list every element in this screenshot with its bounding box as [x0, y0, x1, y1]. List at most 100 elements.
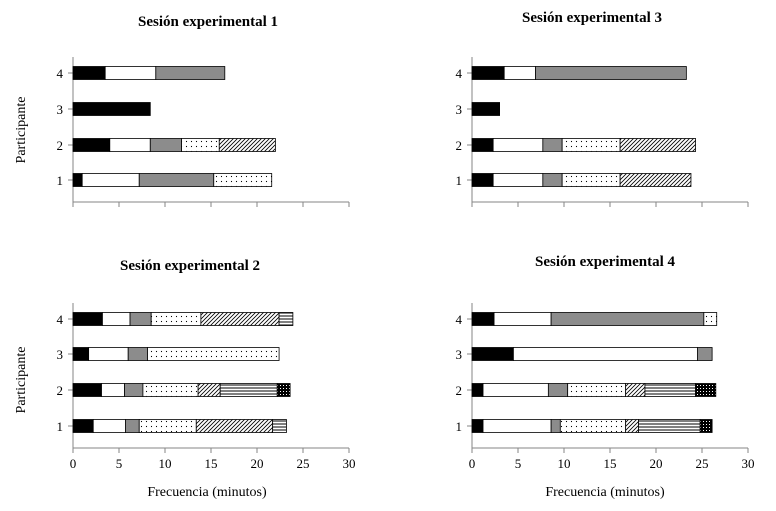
- bar-segment-diagonal-hatch: [197, 383, 221, 397]
- y-tick-label: 2: [57, 383, 64, 398]
- chart-title: Sesión experimental 1: [138, 14, 278, 30]
- y-tick-label: 1: [456, 173, 463, 188]
- bar-segment-diagonal-hatch: [200, 312, 280, 326]
- bar-segment-white: [492, 173, 544, 187]
- x-tick-label: 15: [604, 456, 617, 471]
- x-tick-label: 20: [650, 456, 663, 471]
- bar-segment-white: [109, 138, 151, 152]
- bar-segment-white: [503, 66, 536, 80]
- bar-segment-gray: [547, 383, 569, 397]
- bar-segment-horizontal-lines: [278, 312, 294, 326]
- bar-segment-solid-black: [72, 138, 111, 152]
- bar-segment-solid-black: [471, 102, 501, 116]
- bar-segment-dots: [561, 138, 621, 152]
- bar-segment-white: [101, 383, 125, 397]
- bar-segment-horizontal-lines: [219, 383, 278, 397]
- x-tick-label: 10: [159, 456, 172, 471]
- x-tick-label: 25: [696, 456, 709, 471]
- bar-segment-black-dots: [699, 419, 713, 433]
- bar-segment-gray: [697, 347, 713, 361]
- x-axis-label: Frecuencia (minutos): [545, 485, 665, 500]
- bar-segment-solid-black: [72, 419, 94, 433]
- chart-panel-session-4: Sesión experimental 4 Frecuencia (minuto…: [456, 254, 755, 500]
- bar-segment-white: [104, 66, 157, 80]
- x-tick-label: 30: [742, 456, 755, 471]
- x-axis-label: Frecuencia (minutos): [147, 485, 267, 500]
- bar-segment-gray: [550, 312, 705, 326]
- bar-segment-solid-black: [471, 383, 484, 397]
- bar-segment-diagonal-hatch: [619, 138, 696, 152]
- bar-segment-diagonal-hatch: [195, 419, 274, 433]
- bar-segment-white: [482, 419, 552, 433]
- bar-segment-gray: [138, 173, 215, 187]
- chart-panel-session-2: Sesión experimental 2 Participante Frecu…: [14, 258, 356, 500]
- bar-segment-solid-black: [471, 347, 514, 361]
- bar-segment-dots: [181, 138, 220, 152]
- x-tick-label: 25: [297, 456, 310, 471]
- y-tick-label: 1: [57, 419, 64, 434]
- y-tick-label: 3: [456, 102, 463, 117]
- y-tick-label: 3: [57, 102, 64, 117]
- y-tick-label: 1: [57, 173, 64, 188]
- y-tick-label: 2: [57, 138, 64, 153]
- bar-segment-gray: [155, 66, 226, 80]
- bar-segment-gray: [550, 419, 561, 433]
- bar-segment-dots: [703, 312, 718, 326]
- bar-segment-gray: [535, 66, 687, 80]
- bar-segment-dots: [142, 383, 199, 397]
- x-tick-label: 0: [469, 456, 476, 471]
- bar-segment-horizontal-lines: [638, 419, 701, 433]
- x-tick-label: 5: [515, 456, 522, 471]
- bar-segment-white: [102, 312, 131, 326]
- chart-title: Sesión experimental 4: [535, 254, 675, 270]
- bar-segment-white: [513, 347, 698, 361]
- bar-segment-diagonal-hatch: [625, 419, 639, 433]
- bar-segment-white: [493, 312, 552, 326]
- bar-segment-dots: [567, 383, 627, 397]
- y-tick-label: 1: [456, 419, 463, 434]
- y-tick-label: 4: [456, 312, 463, 327]
- x-tick-label: 10: [558, 456, 571, 471]
- bar-segment-solid-black: [72, 66, 106, 80]
- bar-segment-horizontal-lines: [644, 383, 696, 397]
- bar-segment-gray: [125, 419, 140, 433]
- bar-segment-solid-black: [72, 383, 102, 397]
- bar-segment-solid-black: [471, 312, 495, 326]
- bar-segment-black-dots: [695, 383, 717, 397]
- bar-segment-solid-black: [471, 419, 484, 433]
- y-axis-label: Participante: [14, 97, 29, 164]
- y-tick-label: 4: [456, 66, 463, 81]
- bar-segment-diagonal-hatch: [218, 138, 276, 152]
- x-tick-label: 15: [205, 456, 218, 471]
- bar-segment-gray: [149, 138, 182, 152]
- x-tick-label: 0: [70, 456, 77, 471]
- y-axis-label: Participante: [14, 347, 29, 414]
- x-tick-label: 5: [116, 456, 123, 471]
- bar-segment-dots: [150, 312, 202, 326]
- bar-segment-solid-black: [72, 173, 83, 187]
- bar-segment-dots: [147, 347, 280, 361]
- bar-segment-solid-black: [471, 66, 505, 80]
- y-tick-label: 3: [456, 347, 463, 362]
- bar-segment-gray: [129, 312, 152, 326]
- y-tick-label: 4: [57, 66, 64, 81]
- bar-segment-dots: [138, 419, 197, 433]
- bar-segment-solid-black: [471, 138, 494, 152]
- bar-segment-horizontal-lines: [272, 419, 287, 433]
- bar-segment-white: [92, 419, 126, 433]
- bar-segment-solid-black: [72, 102, 151, 116]
- y-tick-label: 4: [57, 312, 64, 327]
- chart-panel-session-3: Sesión experimental 3 1 2 3 4: [456, 10, 749, 207]
- bar-segment-white: [492, 138, 544, 152]
- x-tick-label: 30: [343, 456, 356, 471]
- y-tick-label: 2: [456, 383, 463, 398]
- chart-title: Sesión experimental 2: [120, 258, 260, 274]
- bar-segment-gray: [542, 173, 563, 187]
- y-tick-label: 2: [456, 138, 463, 153]
- bar-segment-solid-black: [471, 173, 494, 187]
- bar-segment-white: [81, 173, 140, 187]
- bar-segment-solid-black: [72, 347, 90, 361]
- bar-segment-diagonal-hatch: [619, 173, 692, 187]
- x-tick-label: 20: [251, 456, 264, 471]
- bar-segment-gray: [124, 383, 144, 397]
